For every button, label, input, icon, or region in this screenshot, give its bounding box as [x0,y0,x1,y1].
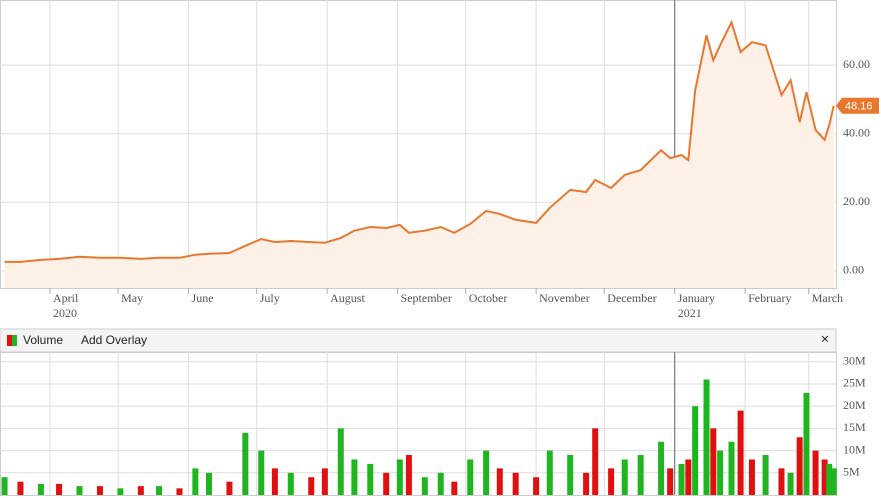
volume-bar [592,428,599,495]
volume-bar [826,463,833,495]
x-year-label: 2020 [53,306,77,320]
volume-bar [258,450,265,495]
volume-bar [678,463,685,495]
close-button[interactable]: × [821,331,829,347]
volume-bar [76,486,83,495]
volume-bar [667,468,674,495]
volume-bar [778,468,785,495]
volume-bar [467,459,474,495]
volume-bar [206,472,212,495]
volume-bar [546,450,553,495]
volume-bar [176,488,183,495]
plot-frame [0,0,837,289]
last-value-box [836,97,879,114]
volume-bar [728,441,735,495]
y-tick-label: 0.00 [843,263,864,277]
y-tick-label: 40.00 [843,125,870,139]
volume-bar [533,477,540,495]
y-tick-label: 30M [843,354,866,368]
x-tick-label: August [330,291,365,305]
volume-bar [17,481,24,495]
volume-bar [658,441,665,495]
volume-bar [608,468,615,495]
volume-bar [96,486,103,495]
volume-bar [748,459,755,495]
volume-bar [451,481,458,495]
volume-bar [117,488,124,495]
volume-bar [803,392,810,495]
volume-bar [812,450,819,495]
volume-icon [12,335,17,346]
volume-bar [762,455,769,495]
volume-bar [703,379,710,495]
volume-bar [337,428,344,495]
volume-bar [271,468,278,495]
volume-bar [242,432,249,495]
volume-bar [710,428,717,495]
y-tick-label: 60.00 [843,57,870,71]
x-year-label: 2021 [678,306,702,320]
volume-bar [421,477,428,495]
plot-frame [0,352,837,496]
y-tick-label: 15M [843,420,866,434]
volume-bar [137,486,144,495]
y-tick-label: 20M [843,398,866,412]
volume-bar [583,472,590,495]
volume-bar [796,437,803,495]
volume-bar [830,468,837,495]
volume-bar [396,459,403,495]
x-tick-label: May [121,291,143,305]
volume-bar [737,410,744,495]
y-tick-label: 20.00 [843,194,870,208]
volume-bar [405,455,412,495]
x-tick-label: October [469,291,508,305]
y-tick-label: 5M [843,465,860,479]
x-tick-label: April [53,291,79,305]
volume-bar [496,468,503,495]
volume-bar [367,463,374,495]
x-tick-label: December [607,291,656,305]
volume-bar [321,468,328,495]
volume-bar [685,459,692,495]
x-tick-label: February [748,291,791,305]
volume-bar [437,472,444,495]
x-tick-label: March [812,291,843,305]
x-tick-label: June [192,291,214,305]
volume-icon [7,335,12,346]
price-line [4,19,835,263]
volume-bar [287,472,294,495]
volume-bar [637,455,644,495]
price-area [4,22,834,289]
volume-bar [192,468,199,495]
volume-bar [483,450,490,495]
last-value-label: 48.16 [845,101,873,113]
volume-bar [512,472,519,495]
volume-bar [787,472,794,495]
volume-label: Volume [23,333,63,347]
volume-bar [621,459,628,495]
x-tick-label: September [401,291,452,305]
volume-bar [567,455,574,495]
x-tick-label: January [678,291,715,305]
volume-bar [156,486,163,495]
volume-bar [717,450,724,495]
volume-bar [226,481,233,495]
x-tick-label: November [539,291,590,305]
volume-bar [692,406,699,495]
volume-bar [821,459,828,495]
volume-bar [383,472,390,495]
x-tick-label: July [260,291,280,305]
volume-bar [37,483,44,495]
volume-bar [1,477,8,495]
volume-bar [308,477,315,495]
y-tick-label: 25M [843,376,866,390]
y-tick-label: 10M [843,442,866,456]
volume-bar [351,459,358,495]
add-overlay-button[interactable]: Add Overlay [81,333,147,347]
volume-bar [56,483,63,495]
